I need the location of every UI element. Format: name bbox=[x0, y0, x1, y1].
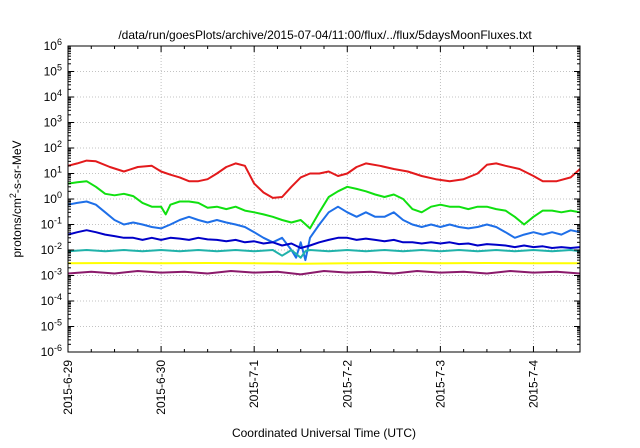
x-tick-labels: 2015-6-29 2015-6-30 2015-7-1 2015-7-2 2015-7… bbox=[61, 360, 540, 415]
y-tick-label: 10-3 bbox=[41, 267, 62, 283]
series-line-5 bbox=[67, 249, 581, 259]
grid bbox=[68, 46, 580, 352]
y-tick-label: 102 bbox=[44, 139, 62, 155]
x-tick-label: 2015-6-30 bbox=[154, 360, 168, 415]
y-tick-label: 104 bbox=[44, 88, 62, 104]
series-line-3 bbox=[67, 200, 581, 262]
x-tick-label: 2015-7-4 bbox=[526, 360, 540, 408]
chart-title: /data/run/goesPlots/archive/2015-07-04/1… bbox=[118, 28, 532, 42]
y-axis-title: protons/cm2-s-sr-MeV bbox=[8, 140, 24, 257]
y-tick-label: 10-6 bbox=[41, 343, 62, 359]
x-tick-label: 2015-7-2 bbox=[340, 360, 354, 408]
x-tick-label: 2015-7-3 bbox=[433, 360, 447, 408]
series-lines bbox=[67, 159, 581, 276]
series-line-7 bbox=[67, 270, 581, 276]
y-tick-label: 10-1 bbox=[41, 216, 62, 232]
x-tick-label: 2015-7-1 bbox=[247, 360, 261, 408]
x-tick-label: 2015-6-29 bbox=[61, 360, 75, 415]
series-line-2 bbox=[67, 180, 581, 230]
y-tick-label: 100 bbox=[44, 190, 62, 206]
y-tick-label: 10-5 bbox=[41, 318, 62, 334]
y-tick-label: 10-4 bbox=[41, 292, 62, 308]
y-tick-label: 105 bbox=[44, 63, 62, 79]
series-line-4 bbox=[67, 229, 581, 249]
series-line-6 bbox=[67, 262, 580, 265]
y-tick-label: 10-2 bbox=[41, 241, 62, 257]
x-axis-title: Coordinated Universal Time (UTC) bbox=[232, 426, 416, 440]
ticks bbox=[67, 45, 581, 353]
y-tick-label: 101 bbox=[44, 165, 62, 181]
series-line-1 bbox=[67, 159, 581, 199]
y-tick-labels: 10-6 10-5 10-4 10-3 10-2 10-1 100 101 102 103 104 1… bbox=[41, 37, 62, 359]
y-tick-label: 106 bbox=[44, 37, 62, 53]
y-tick-label: 103 bbox=[44, 114, 62, 130]
